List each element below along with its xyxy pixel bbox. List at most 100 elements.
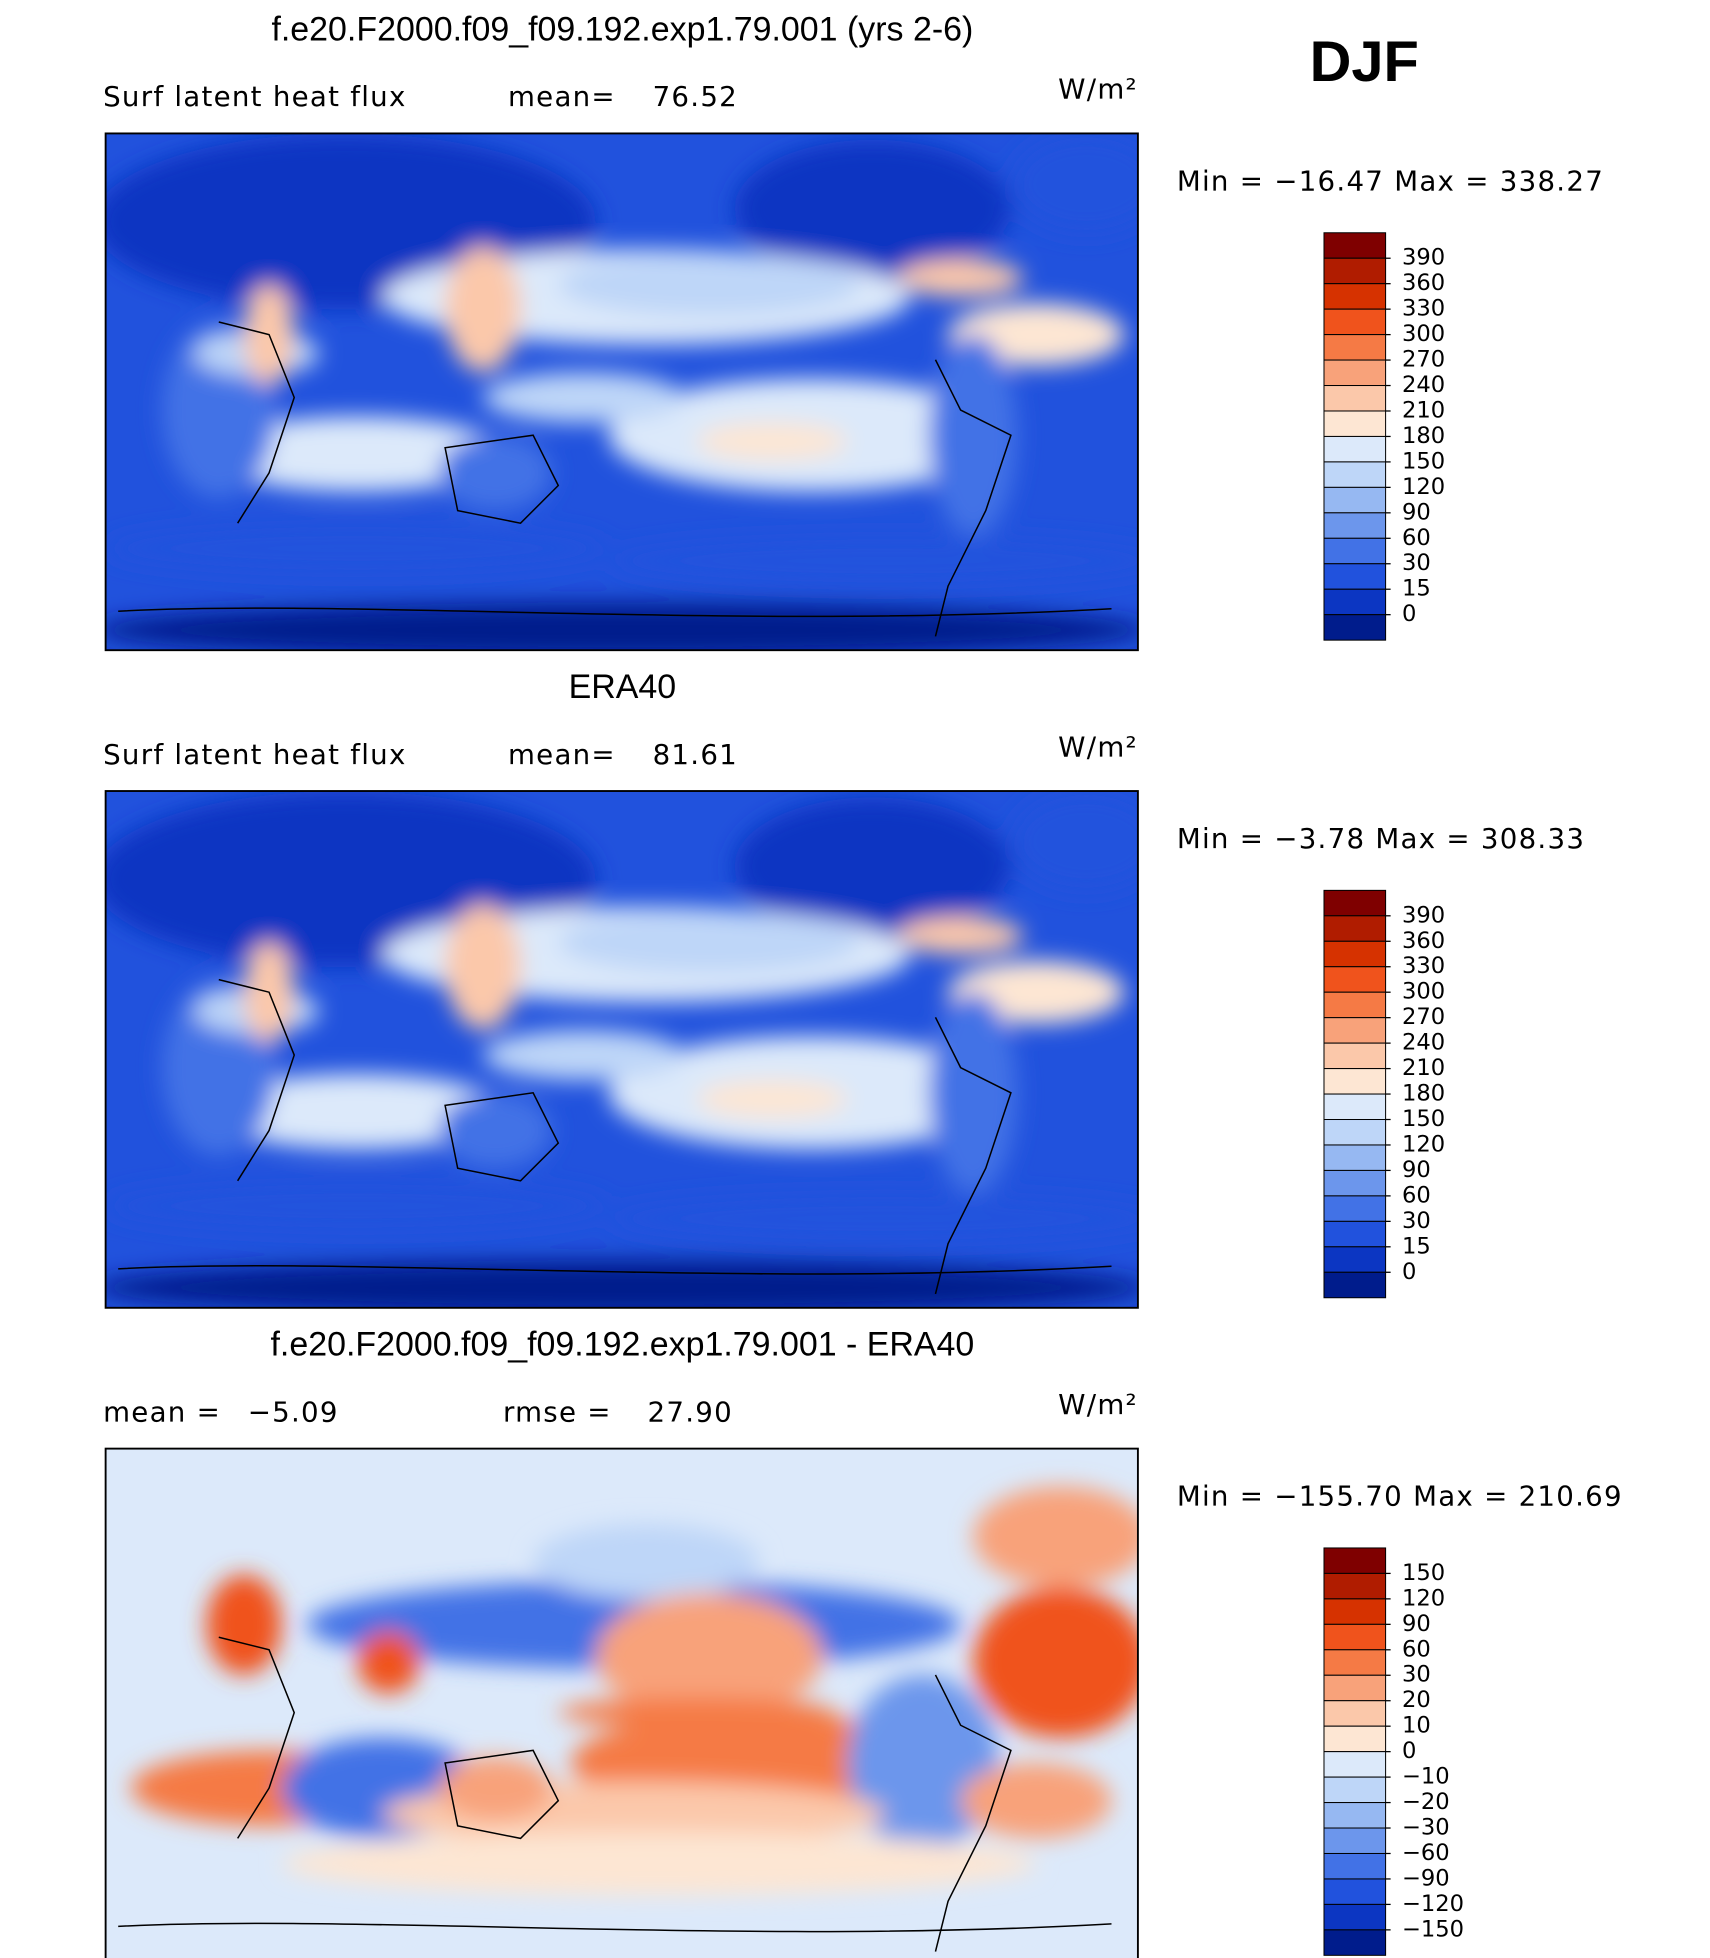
colorbar-tick-label: 300: [1402, 321, 1445, 347]
colorbar-tick-label: 30: [1402, 550, 1431, 576]
colorbar-swatch: [1323, 1195, 1387, 1222]
field-blob: [482, 372, 684, 423]
extreme-value: 210.69: [1519, 1480, 1623, 1513]
map-field: [105, 791, 1138, 1308]
colorbar-tick-label: 30: [1402, 1208, 1431, 1234]
colorbar-swatch: [1323, 1802, 1387, 1829]
extreme-name: Max =: [1413, 1480, 1508, 1513]
extreme-value: 308.33: [1481, 822, 1585, 855]
field-blob: [105, 602, 1138, 651]
coastline: [118, 978, 1112, 1295]
extremes: Min = −16.47 Max = 338.27: [1177, 164, 1604, 197]
map-field: [105, 133, 1138, 651]
units: W/m²: [1058, 730, 1138, 763]
colorbar-tick-label: 60: [1402, 1636, 1431, 1662]
field-blob: [281, 1832, 1037, 1895]
colorbar-tick-label: 30: [1402, 1662, 1431, 1688]
colorbar-tick-label: 210: [1402, 397, 1445, 423]
field-blob: [973, 1486, 1138, 1587]
field-blob: [445, 246, 521, 373]
extreme-name: Max =: [1375, 822, 1470, 855]
colorbar-swatch: [1323, 1751, 1387, 1778]
colorbar-tick-label: 0: [1402, 1259, 1416, 1285]
colorbar-tick-label: 180: [1402, 423, 1445, 449]
field-blob: [973, 1586, 1138, 1738]
colorbar-tick-label: 90: [1402, 1157, 1431, 1183]
stat-value: −5.09: [248, 1395, 339, 1428]
colorbar-swatch: [1323, 308, 1387, 336]
colorbar-swatch: [1323, 1903, 1387, 1931]
field-blob: [696, 1080, 848, 1118]
colorbar-swatch: [1323, 334, 1387, 361]
field-blob: [105, 1180, 609, 1232]
colorbar-tick-label: −20: [1402, 1789, 1450, 1815]
colorbar-tick-label: −30: [1402, 1815, 1450, 1841]
field-blob: [558, 910, 861, 974]
colorbar-tick-label: 15: [1402, 1233, 1431, 1259]
colorbar-swatch: [1323, 1649, 1387, 1676]
colorbar-tick-label: 360: [1402, 928, 1445, 954]
extreme-value: −155.70: [1274, 1480, 1403, 1513]
field-blob: [847, 1674, 999, 1851]
map-frame: [104, 1447, 1139, 1958]
colorbar-swatch: [1323, 359, 1387, 387]
colorbar-swatch: [1323, 257, 1387, 285]
colorbar-swatch: [1323, 512, 1387, 539]
colorbar-swatch: [1323, 1144, 1387, 1171]
colorbar-tick-label: 10: [1402, 1713, 1431, 1739]
panel-title: ERA40: [569, 668, 677, 706]
colorbar-swatch: [1323, 1042, 1387, 1070]
colorbar-tick-label: 60: [1402, 1182, 1431, 1208]
colorbar-tick-label: 0: [1402, 1738, 1416, 1764]
colorbar-tick-label: 240: [1402, 1030, 1445, 1056]
extreme-value: −16.47: [1274, 164, 1384, 197]
colorbar-tick-label: 210: [1402, 1055, 1445, 1081]
field-blob: [558, 1697, 835, 1728]
colorbar-tick-label: 15: [1402, 576, 1431, 602]
colorbar-tick-label: 150: [1402, 1106, 1445, 1132]
field-blob: [105, 1260, 1138, 1308]
colorbar-swatch: [1323, 563, 1387, 590]
field-blob: [482, 1029, 684, 1081]
field-blob: [608, 1193, 1138, 1244]
extreme-name: Min =: [1177, 822, 1264, 855]
colorbar-tick-label: −120: [1402, 1891, 1464, 1917]
units: W/m²: [1058, 1388, 1138, 1421]
colorbar-tick-label: −90: [1402, 1865, 1450, 1891]
colorbar-tick-label: −60: [1402, 1840, 1450, 1866]
field-blob: [897, 916, 1024, 955]
colorbar-tick-label: 90: [1402, 1611, 1431, 1637]
colorbar-swatch: [1323, 1674, 1387, 1702]
colorbar-swatch: [1323, 283, 1387, 310]
field-blob: [438, 435, 552, 511]
extreme-name: Min =: [1177, 1480, 1264, 1513]
colorbar-tick-label: −10: [1402, 1764, 1450, 1790]
field-blob: [438, 1092, 552, 1169]
colorbar-tick-label: 120: [1402, 474, 1445, 500]
colorbar-swatch: [1323, 1220, 1387, 1248]
colorbar-tick-label: 150: [1402, 1560, 1445, 1586]
colorbar-swatch: [1323, 1700, 1387, 1727]
colorbar-swatch: [1323, 1878, 1387, 1905]
colorbar-swatch: [1323, 435, 1387, 463]
field-blobs: [105, 133, 1138, 651]
colorbar-swatch: [1323, 1068, 1387, 1095]
colorbar-swatch: [1323, 1623, 1387, 1651]
colorbar-tick-label: 360: [1402, 270, 1445, 296]
colorbar-swatch: [1323, 588, 1387, 616]
colorbar-tick-label: 390: [1402, 245, 1445, 271]
colorbar-swatch: [1323, 1572, 1387, 1600]
colorbar-swatch: [1323, 537, 1387, 565]
colorbar-tick-label: 120: [1402, 1585, 1445, 1611]
extreme-value: 338.27: [1500, 164, 1604, 197]
colorbar-swatch: [1323, 1547, 1387, 1574]
field-blob: [696, 422, 848, 461]
colorbar-tick-label: 20: [1402, 1687, 1431, 1713]
colorbar-swatch: [1323, 991, 1387, 1019]
field-blob: [734, 139, 1011, 279]
colorbar-tick-label: 60: [1402, 525, 1431, 551]
colorbar-swatch: [1323, 1017, 1387, 1044]
variable-name: Surf latent heat flux: [103, 80, 406, 113]
colorbar-swatch: [1323, 915, 1387, 942]
